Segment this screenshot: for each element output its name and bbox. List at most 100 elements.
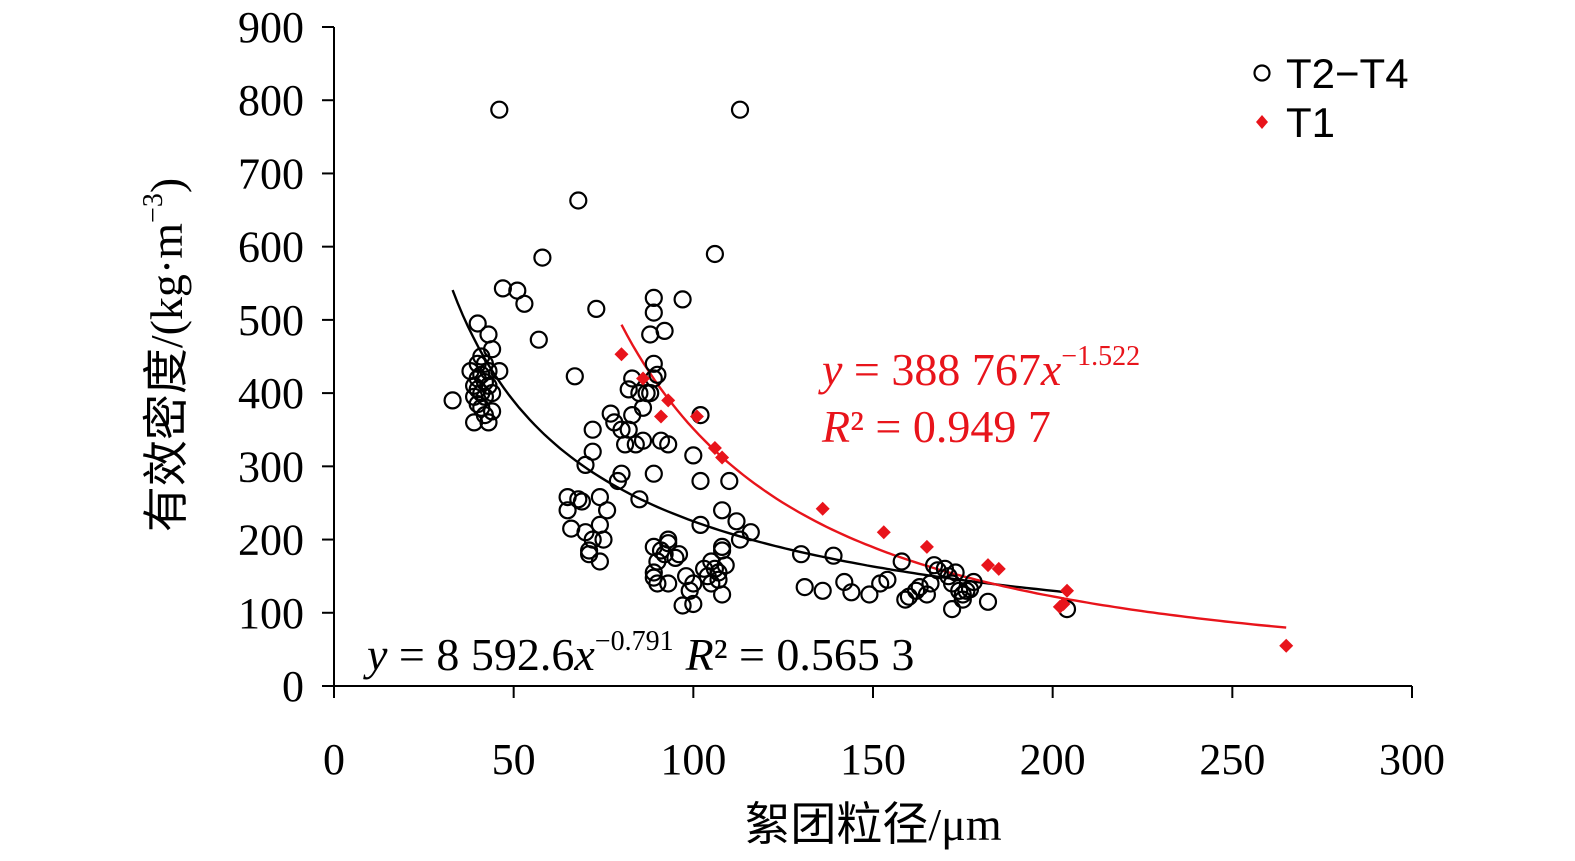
y-tick-label: 800 [238, 76, 304, 125]
data-point-t2-t4 [666, 548, 685, 568]
data-point-t2-t4 [659, 435, 678, 454]
data-point-t2-t4 [691, 471, 710, 491]
data-point-t2-t4 [716, 556, 735, 575]
data-point-t2-t4 [583, 530, 602, 549]
data-point-t2-t4 [648, 574, 667, 593]
data-point-t2-t4 [860, 585, 879, 604]
data-point-t1 [1060, 583, 1075, 598]
data-point-t2-t4 [644, 563, 663, 582]
y-tick-label: 200 [238, 516, 304, 565]
data-point-t2-t4 [712, 585, 732, 604]
data-point-t2-t4 [978, 592, 998, 611]
fit-curve-t1 [620, 324, 1287, 629]
data-point-t1 [653, 409, 668, 424]
data-point-t2-t4 [479, 325, 498, 344]
data-point-t2-t4 [791, 545, 811, 564]
data-point-t1 [661, 393, 676, 408]
data-point-t2-t4 [644, 288, 663, 307]
data-point-t2-t4 [590, 552, 610, 571]
data-point-t2-t4 [594, 530, 613, 549]
data-point-t1 [980, 558, 995, 573]
data-point-t2-t4 [813, 581, 832, 600]
x-axis-ticks: 0 50 100 150 200 250 300 [323, 686, 1445, 784]
data-point-t2-t4 [483, 402, 502, 421]
data-point-t2-t4 [705, 244, 725, 264]
data-point-t2-t4 [493, 279, 512, 298]
data-point-t1 [919, 539, 934, 554]
x-tick-label: 300 [1379, 735, 1445, 784]
eq-t2-exp: −0.791 [595, 626, 674, 657]
data-point-t2-t4 [712, 537, 732, 557]
data-point-t2-t4 [515, 294, 534, 313]
data-point-t1 [715, 450, 730, 465]
data-point-t2-t4 [612, 464, 631, 483]
x-tick-label: 50 [492, 735, 536, 784]
data-point-t2-t4 [583, 420, 602, 439]
data-point-t2-t4 [950, 581, 969, 600]
data-point-t2-t4 [896, 590, 915, 609]
x-axis-title-unit: /μm [928, 799, 1001, 850]
data-point-t2-t4 [597, 501, 617, 520]
legend-marker-t1 [1256, 115, 1268, 129]
x-tick-label: 0 [323, 735, 345, 784]
data-point-t2-t4 [558, 501, 577, 520]
data-point-t2-t4 [928, 561, 947, 580]
data-point-t2-t4 [490, 362, 509, 381]
data-point-t2-t4 [906, 581, 926, 600]
data-point-t1 [876, 525, 891, 540]
fit-curves [451, 289, 1287, 629]
data-point-t2-t4 [727, 512, 746, 531]
data-point-t2-t4 [892, 552, 911, 571]
data-point-t2-t4 [673, 596, 692, 615]
y-tick-label: 100 [238, 589, 304, 638]
data-point-t2-t4 [705, 559, 725, 578]
y-tick-label: 400 [238, 369, 304, 418]
y-axis-title-main: 有效密度 [139, 348, 193, 532]
r2-t1-val: ² = 0.949 7 [850, 401, 1051, 452]
data-point-t2-t4 [648, 365, 667, 384]
eq-t1-coef: = 388 767 [842, 344, 1040, 395]
data-point-t1 [707, 441, 722, 456]
data-point-t1 [614, 347, 629, 362]
data-point-t2-t4 [795, 577, 814, 597]
y-axis-ticks: 0 100 200 300 400 500 600 700 800 900 [238, 3, 334, 711]
r2-t1-r: R [821, 401, 850, 452]
data-point-t2-t4 [565, 367, 584, 386]
data-point-t1 [815, 501, 830, 516]
data-point-t2-t4 [644, 354, 663, 373]
data-point-t2-t4 [479, 362, 498, 381]
x-tick-label: 250 [1199, 735, 1265, 784]
x-tick-label: 150 [840, 735, 906, 784]
data-point-t2-t4 [644, 464, 663, 483]
data-point-t1 [1056, 596, 1071, 611]
y-axis-title-unit-exp: −3 [138, 193, 169, 223]
x-tick-label: 200 [1020, 735, 1086, 784]
x-axis-title-main: 絮团粒径 [744, 797, 928, 851]
data-point-t2-t4 [468, 314, 487, 333]
data-point-t2-t4 [684, 446, 703, 465]
data-point-t2-t4 [569, 191, 588, 210]
legend-marker-t2-t4 [1253, 64, 1271, 82]
data-point-t2-t4 [684, 574, 703, 593]
data-point-t2-t4 [569, 490, 588, 509]
legend: T2−T4 T1 [1253, 50, 1409, 146]
data-point-t2-t4 [655, 321, 674, 340]
eq-t1-exp: −1.522 [1061, 341, 1140, 372]
y-tick-label: 900 [238, 3, 304, 52]
data-point-t2-t4 [673, 290, 692, 309]
data-point-t2-t4 [712, 501, 732, 520]
data-point-t2-t4 [824, 546, 843, 565]
x-tick-label: 100 [660, 735, 726, 784]
data-point-t2-t4 [730, 100, 750, 119]
data-point-t2-t4 [587, 299, 606, 318]
data-point-t2-t4 [633, 431, 653, 450]
data-point-t2-t4 [741, 523, 760, 542]
data-point-t2-t4 [924, 556, 944, 575]
data-point-t2-t4 [490, 100, 509, 119]
y-tick-label: 600 [238, 223, 304, 272]
data-point-t2-t4 [572, 492, 592, 511]
data-point-t1 [991, 561, 1006, 576]
data-point-t2-t4 [659, 574, 678, 593]
data-point-t2-t4 [619, 380, 638, 399]
